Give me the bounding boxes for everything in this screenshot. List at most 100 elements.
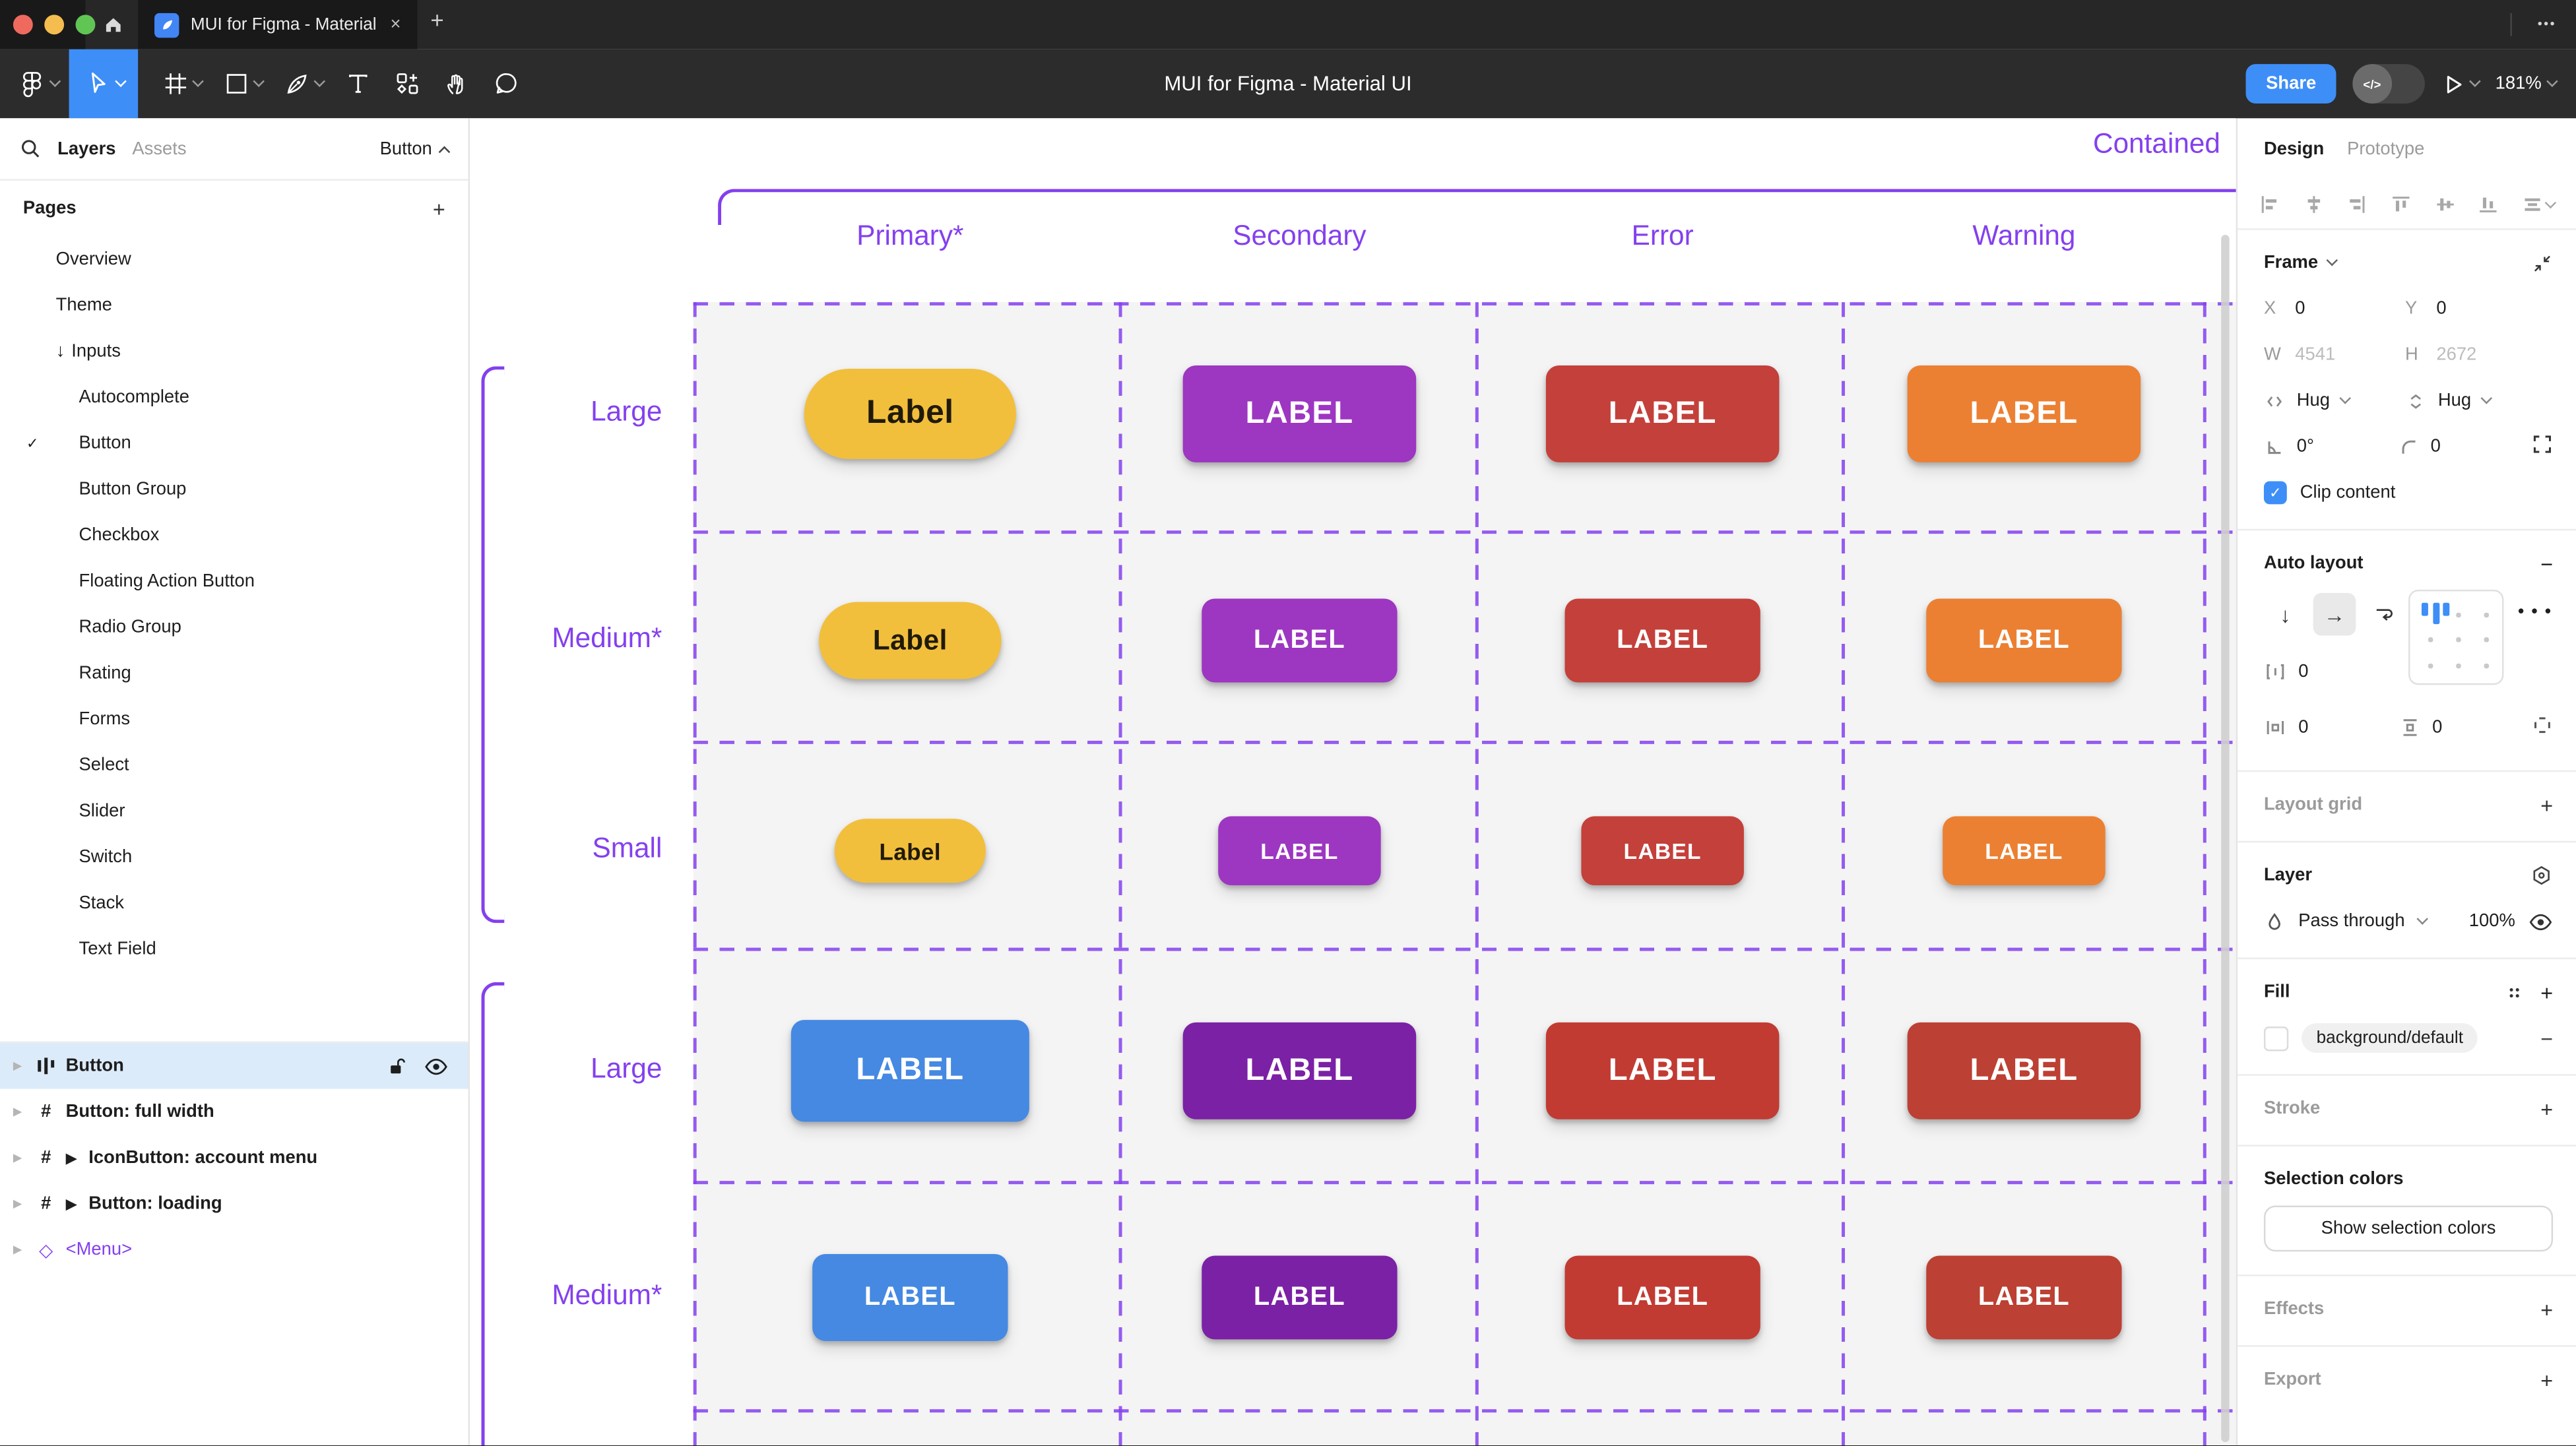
collapse-icon[interactable] bbox=[2532, 252, 2553, 273]
rotation-field[interactable]: 0° bbox=[2264, 436, 2398, 457]
clip-content-checkbox[interactable]: ✓ bbox=[2263, 481, 2287, 505]
new-tab-button[interactable]: + bbox=[430, 6, 444, 33]
align-bottom-icon[interactable] bbox=[2478, 194, 2499, 215]
page-item-button[interactable]: ✓ Button bbox=[0, 420, 468, 466]
add-fill-button[interactable]: + bbox=[2540, 980, 2554, 1005]
close-tab-button[interactable]: × bbox=[390, 15, 401, 35]
page-item-overview[interactable]: Overview bbox=[0, 237, 468, 283]
share-button[interactable]: Share bbox=[2246, 64, 2336, 104]
align-left-icon[interactable] bbox=[2259, 194, 2280, 215]
canvas-button-error_dark-large[interactable]: LABEL bbox=[1545, 1022, 1780, 1119]
canvas-button-warning-medium[interactable]: LABEL bbox=[1926, 598, 2122, 683]
add-effect-button[interactable]: + bbox=[2540, 1296, 2554, 1322]
height-field[interactable]: H 2672 bbox=[2405, 344, 2477, 365]
home-tab-button[interactable] bbox=[95, 10, 131, 40]
text-tool-button[interactable] bbox=[333, 49, 383, 119]
add-layout-grid-button[interactable]: + bbox=[2540, 792, 2554, 817]
page-item-checkbox[interactable]: Checkbox bbox=[0, 513, 468, 559]
expand-chevron-icon[interactable]: ▶ bbox=[13, 1061, 22, 1073]
layer-row-button[interactable]: ▶ Button bbox=[0, 1043, 468, 1089]
hand-tool-button[interactable] bbox=[432, 49, 482, 119]
resources-tool-button[interactable] bbox=[383, 49, 432, 119]
canvas-button-primary-small[interactable]: Label bbox=[834, 819, 986, 883]
page-item-rating[interactable]: Rating bbox=[0, 650, 468, 697]
minimize-window-button[interactable] bbox=[44, 15, 65, 35]
opacity-value[interactable]: 100% bbox=[2468, 911, 2515, 931]
pen-tool-button[interactable] bbox=[273, 49, 333, 119]
fill-color-swatch[interactable] bbox=[2263, 1025, 2289, 1051]
browser-overflow-menu-icon[interactable]: ••• bbox=[2537, 16, 2557, 32]
tab-design[interactable]: Design bbox=[2263, 139, 2325, 160]
close-window-button[interactable] bbox=[13, 15, 33, 35]
page-item-floating-action-button[interactable]: Floating Action Button bbox=[0, 559, 468, 605]
canvas-button-primary_dark-large[interactable]: LABEL bbox=[790, 1020, 1029, 1122]
tab-prototype[interactable]: Prototype bbox=[2347, 139, 2425, 160]
alignment-widget[interactable] bbox=[2408, 589, 2504, 685]
blend-mode-dropdown[interactable]: Pass through bbox=[2298, 911, 2405, 931]
canvas-button-secondary-medium[interactable]: LABEL bbox=[1202, 598, 1398, 683]
remove-fill-button[interactable]: − bbox=[2540, 1025, 2554, 1051]
browser-tab[interactable]: MUI for Figma - Material UI × bbox=[145, 0, 414, 49]
layer-row-menu[interactable]: ▶ ◇ <Menu> bbox=[0, 1227, 468, 1273]
align-top-icon[interactable] bbox=[2391, 194, 2412, 215]
layout-wrap-button[interactable] bbox=[2362, 593, 2405, 636]
canvas-button-primary-large[interactable]: Label bbox=[804, 368, 1016, 459]
expand-chevron-icon[interactable]: ▶ bbox=[13, 1152, 22, 1165]
canvas-button-warning_dark-large[interactable]: LABEL bbox=[1907, 1022, 2141, 1119]
page-item-text-field[interactable]: Text Field bbox=[0, 926, 468, 972]
frame-tool-button[interactable] bbox=[151, 49, 212, 119]
remove-auto-layout-button[interactable]: − bbox=[2540, 551, 2554, 576]
zoom-window-button[interactable] bbox=[75, 15, 96, 35]
tab-layers[interactable]: Layers bbox=[57, 139, 116, 159]
expand-chevron-icon[interactable]: ▶ bbox=[13, 1199, 22, 1210]
horizontal-resizing-dropdown[interactable]: Hug bbox=[2264, 390, 2405, 411]
page-item-slider[interactable]: Slider bbox=[0, 788, 468, 834]
canvas-button-warning-large[interactable]: LABEL bbox=[1907, 365, 2141, 462]
main-menu-button[interactable] bbox=[7, 49, 69, 119]
fill-row[interactable]: background/default − bbox=[2263, 1015, 2554, 1061]
canvas-button-error-small[interactable]: LABEL bbox=[1581, 816, 1744, 885]
move-tool-button[interactable] bbox=[69, 49, 139, 119]
zoom-level-dropdown[interactable]: 181% bbox=[2496, 74, 2558, 94]
canvas-button-error_dark-medium[interactable]: LABEL bbox=[1564, 1255, 1760, 1340]
page-selector[interactable]: Button bbox=[380, 139, 451, 158]
page-item-autocomplete[interactable]: Autocomplete bbox=[0, 375, 468, 421]
layout-horizontal-button[interactable]: → bbox=[2313, 592, 2356, 636]
width-field[interactable]: W 4541 bbox=[2263, 344, 2336, 365]
tab-assets[interactable]: Assets bbox=[132, 139, 187, 159]
align-horizontal-center-icon[interactable] bbox=[2303, 194, 2324, 215]
add-export-button[interactable]: + bbox=[2540, 1367, 2554, 1393]
page-item-select[interactable]: Select bbox=[0, 742, 468, 788]
dev-mode-toggle[interactable]: </> bbox=[2352, 64, 2425, 104]
layer-row-button-loading[interactable]: ▶ # ▶ Button: loading bbox=[0, 1181, 468, 1227]
layer-row-button-full-width[interactable]: ▶ # Button: full width bbox=[0, 1089, 468, 1135]
search-icon[interactable] bbox=[20, 138, 41, 159]
page-item-forms[interactable]: Forms bbox=[0, 697, 468, 743]
align-right-icon[interactable] bbox=[2346, 194, 2367, 215]
vertical-padding-field[interactable]: 0 bbox=[2398, 716, 2532, 739]
canvas-button-primary_dark-medium[interactable]: LABEL bbox=[812, 1253, 1008, 1341]
clip-content-row[interactable]: ✓ Clip content bbox=[2263, 470, 2553, 516]
layer-row-iconbutton-account-menu[interactable]: ▶ # ▶ IconButton: account menu bbox=[0, 1135, 468, 1181]
frame-title[interactable]: Contained bbox=[2092, 128, 2220, 160]
design-canvas[interactable]: Contained Primary* Secondary Error Warning La… bbox=[470, 118, 2236, 1446]
canvas-button-error-medium[interactable]: LABEL bbox=[1564, 598, 1760, 683]
visibility-eye-icon[interactable] bbox=[424, 1053, 448, 1078]
align-vertical-center-icon[interactable] bbox=[2434, 194, 2455, 215]
expand-chevron-icon[interactable]: ▶ bbox=[13, 1107, 22, 1119]
canvas-button-secondary_dark-large[interactable]: LABEL bbox=[1182, 1022, 1417, 1119]
page-item-inputs[interactable]: ↓ Inputs bbox=[0, 329, 468, 375]
canvas-button-secondary_dark-medium[interactable]: LABEL bbox=[1202, 1255, 1398, 1340]
page-item-radio-group[interactable]: Radio Group bbox=[0, 604, 468, 650]
distribute-menu[interactable] bbox=[2522, 194, 2557, 215]
individual-padding-icon[interactable] bbox=[2532, 714, 2553, 736]
page-item-switch[interactable]: Switch bbox=[0, 834, 468, 881]
present-button[interactable] bbox=[2441, 71, 2481, 96]
document-title[interactable]: MUI for Figma - Material UI bbox=[1164, 72, 1412, 96]
unlock-icon[interactable] bbox=[386, 1055, 407, 1077]
canvas-button-warning-small[interactable]: LABEL bbox=[1943, 816, 2106, 885]
page-item-stack[interactable]: Stack bbox=[0, 881, 468, 927]
fill-style-chip[interactable]: background/default bbox=[2302, 1023, 2478, 1053]
comment-tool-button[interactable] bbox=[482, 49, 531, 119]
